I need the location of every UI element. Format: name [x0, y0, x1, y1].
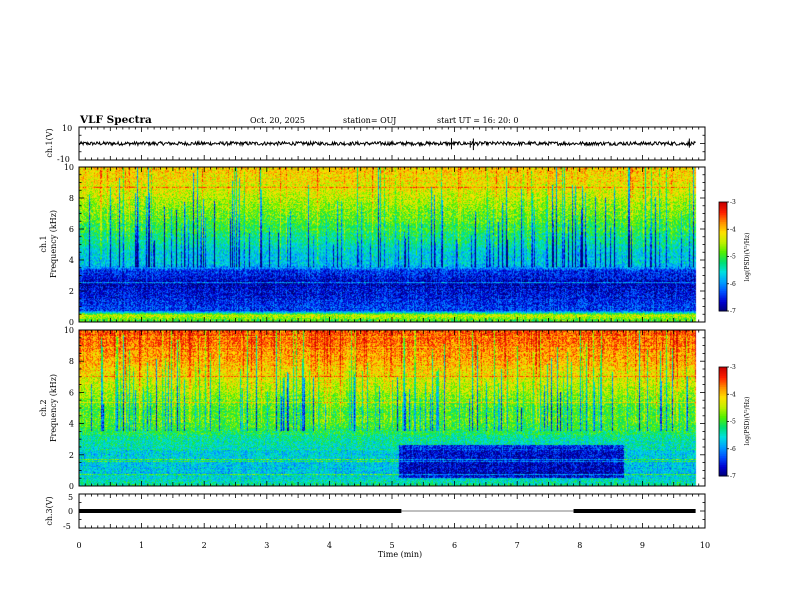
freq-tick-label: 10 — [64, 326, 74, 335]
ch3-voltage-ytick-mid: 0 — [68, 507, 73, 516]
time-tick-label: 10 — [700, 541, 710, 550]
time-tick-label: 5 — [389, 541, 394, 550]
ch2-colorbar-label: log(PSD)(V²/Hz) — [744, 397, 751, 446]
freq-tick-label: 2 — [69, 451, 74, 460]
colorbar-tick-label: -7 — [730, 473, 736, 480]
ch3-voltage-ytick-bottom: -5 — [63, 522, 71, 531]
ch1-spectrogram-image — [79, 167, 705, 322]
colorbar-tick-label: -3 — [730, 364, 736, 371]
colorbar-tick-label: -5 — [730, 419, 736, 426]
freq-tick-label: 0 — [69, 482, 74, 491]
colorbar-tick-label: -4 — [730, 391, 736, 398]
freq-tick-label: 10 — [64, 163, 74, 172]
colorbar-tick-label: -6 — [730, 281, 736, 288]
ch1-spectrogram-ylabel: Frequency (kHz) — [49, 210, 58, 278]
freq-tick-label: 8 — [69, 357, 74, 366]
station-label: station= OUJ — [343, 116, 396, 125]
freq-tick-label: 2 — [69, 287, 74, 296]
time-tick-label: 0 — [76, 541, 81, 550]
freq-tick-label: 4 — [69, 420, 74, 429]
colorbar-tick-label: -7 — [730, 308, 736, 315]
ch1-spectrogram-ylabel-channel: ch.1 — [39, 235, 48, 252]
figure-title: VLF Spectra — [79, 114, 152, 126]
time-tick-label: 3 — [264, 541, 269, 550]
freq-tick-label: 4 — [69, 256, 74, 265]
freq-tick-label: 8 — [69, 194, 74, 203]
ch2-spectrogram-image — [79, 330, 705, 486]
start-time-label: start UT = 16: 20: 0 — [437, 116, 518, 125]
ch1-voltage-ytick-bottom: -10 — [57, 155, 70, 164]
time-tick-label: 9 — [640, 541, 645, 550]
time-tick-label: 6 — [452, 541, 457, 550]
ch2-colorbar: -3 -4 -5 -6 -7 — [718, 364, 736, 480]
ch1-voltage-line — [78, 139, 696, 148]
colorbar-tick-label: -4 — [730, 226, 736, 233]
time-tick-label: 1 — [139, 541, 144, 550]
ch1-voltage-trace — [78, 138, 696, 151]
ch3-voltage-ytick-top: 5 — [68, 493, 73, 502]
time-tick-label: 2 — [202, 541, 207, 550]
freq-tick-label: 6 — [69, 225, 74, 234]
ch1-voltage-panel: 10 -10 ch.1(V) — [45, 124, 706, 164]
freq-tick-label: 6 — [69, 388, 74, 397]
ch1-voltage-ytick-top: 10 — [62, 124, 72, 133]
ch1-colorbar: -3 -4 -5 -6 -7 — [718, 199, 736, 315]
colorbar-tick-label: -6 — [730, 446, 736, 453]
time-tick-label: 4 — [327, 541, 332, 550]
ch1-voltage-ylabel: ch.1(V) — [45, 128, 54, 157]
colorbar-tick-label: -3 — [730, 199, 736, 206]
ch1-colorbar-label: log(PSD)(V²/Hz) — [744, 233, 751, 282]
date-label: Oct. 20, 2025 — [250, 116, 305, 125]
time-tick-label: 8 — [577, 541, 582, 550]
colorbar-tick-label: -5 — [730, 254, 736, 261]
freq-tick-label: 0 — [69, 318, 74, 327]
ch3-voltage-panel: 5 0 -5 ch.3(V) 0 1 2 3 4 5 6 7 8 9 10 Time (min) — [45, 493, 710, 559]
ch3-voltage-ylabel: ch.3(V) — [45, 496, 54, 525]
ch2-spectrogram-ylabel-channel: ch.2 — [39, 399, 48, 416]
time-tick-label: 7 — [515, 541, 520, 550]
ch2-spectrogram-ylabel: Frequency (kHz) — [49, 374, 58, 442]
x-axis-label: Time (min) — [378, 550, 422, 559]
